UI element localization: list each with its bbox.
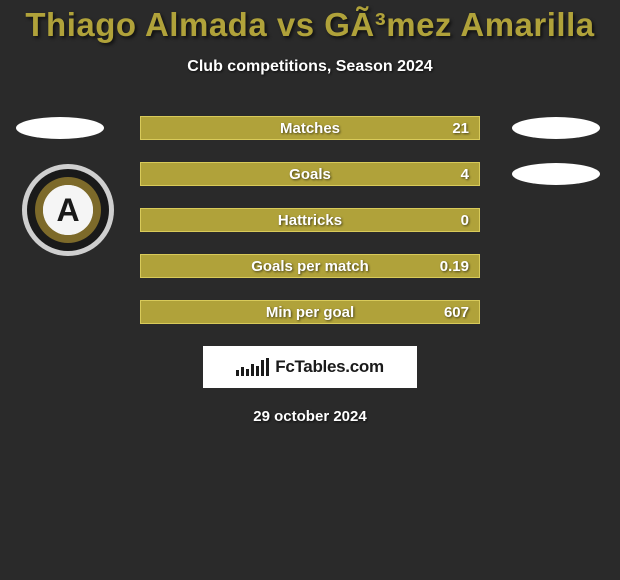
- player1-name: Thiago Almada: [25, 6, 267, 43]
- stat-value: 21: [452, 120, 469, 137]
- comparison-card: Thiago Almada vs GÃ³mez Amarilla Club co…: [0, 0, 620, 425]
- stat-value: 0: [461, 212, 469, 229]
- page-title: Thiago Almada vs GÃ³mez Amarilla: [0, 6, 620, 44]
- stat-label: Goals per match: [251, 258, 369, 275]
- stat-bar-hattricks: Hattricks 0: [140, 208, 480, 232]
- stat-bar-goals: Goals 4: [140, 162, 480, 186]
- footer-date: 29 october 2024: [0, 408, 620, 425]
- stat-label: Min per goal: [266, 304, 354, 321]
- brand-suffix: Tables.com: [294, 357, 383, 376]
- vs-label: vs: [277, 6, 315, 43]
- stat-label: Goals: [289, 166, 331, 183]
- stat-bar-matches: Matches 21: [140, 116, 480, 140]
- subtitle: Club competitions, Season 2024: [0, 58, 620, 76]
- player2-bar-placeholder: [512, 117, 600, 139]
- stat-row: Goals 4: [0, 162, 620, 186]
- stat-value: 607: [444, 304, 469, 321]
- stat-row: Goals per match 0.19: [0, 254, 620, 278]
- stat-value: 0.19: [440, 258, 469, 275]
- stat-label: Hattricks: [278, 212, 342, 229]
- player2-bar-placeholder: [512, 163, 600, 185]
- stat-label: Matches: [280, 120, 340, 137]
- bars-icon: [236, 358, 269, 376]
- player1-bar-placeholder: [16, 117, 104, 139]
- brand-prefix: Fc: [275, 357, 294, 376]
- club-badge-letter: A: [43, 185, 93, 235]
- brand-text: FcTables.com: [275, 357, 384, 377]
- stat-bar-min-per-goal: Min per goal 607: [140, 300, 480, 324]
- stat-row: Min per goal 607: [0, 300, 620, 324]
- stat-value: 4: [461, 166, 469, 183]
- stat-row: Matches 21: [0, 116, 620, 140]
- stat-bar-goals-per-match: Goals per match 0.19: [140, 254, 480, 278]
- player2-name: GÃ³mez Amarilla: [324, 6, 594, 43]
- stat-row: Hattricks 0: [0, 208, 620, 232]
- brand-logo-box[interactable]: FcTables.com: [203, 346, 417, 388]
